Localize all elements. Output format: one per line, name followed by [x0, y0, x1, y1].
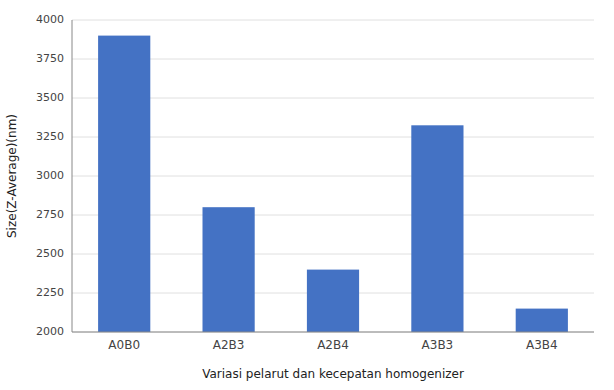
x-tick-label: A0B0 — [108, 338, 140, 352]
bars — [98, 36, 568, 332]
bar — [203, 207, 255, 332]
bar — [307, 270, 359, 332]
grid-line — [72, 20, 594, 21]
y-tick-label: 2250 — [36, 286, 64, 299]
chart: 2000 2250 2500 2750 3000 3250 3500 3750 4000 A0B0… — [0, 0, 614, 390]
x-tick-label: A2B4 — [317, 338, 349, 352]
y-tick-label: 2500 — [36, 247, 64, 260]
bar — [411, 125, 463, 332]
chart-container: 2000 2250 2500 2750 3000 3250 3500 3750 4000 A0B0… — [0, 0, 614, 390]
y-tick-label: 3750 — [36, 52, 64, 65]
x-tick-label: A3B3 — [422, 338, 454, 352]
y-tick-label: 3250 — [36, 130, 64, 143]
y-axis-label: Size(Z-Average)(nm) — [5, 114, 19, 238]
grid — [72, 20, 594, 332]
x-axis-label: Variasi pelarut dan kecepatan homogenize… — [202, 367, 464, 381]
y-tick-label: 2750 — [36, 208, 64, 221]
x-tick-label: A3B4 — [526, 338, 558, 352]
y-tick-label: 3000 — [36, 169, 64, 182]
bar — [98, 36, 150, 332]
y-tick-label: 3500 — [36, 91, 64, 104]
x-tick-label: A2B3 — [213, 338, 245, 352]
x-axis-line — [72, 332, 594, 333]
bar — [516, 309, 568, 332]
y-tick-label: 2000 — [36, 325, 64, 338]
y-tick-label: 4000 — [36, 13, 64, 26]
grid-line — [72, 332, 594, 333]
y-axis-line — [72, 20, 73, 332]
